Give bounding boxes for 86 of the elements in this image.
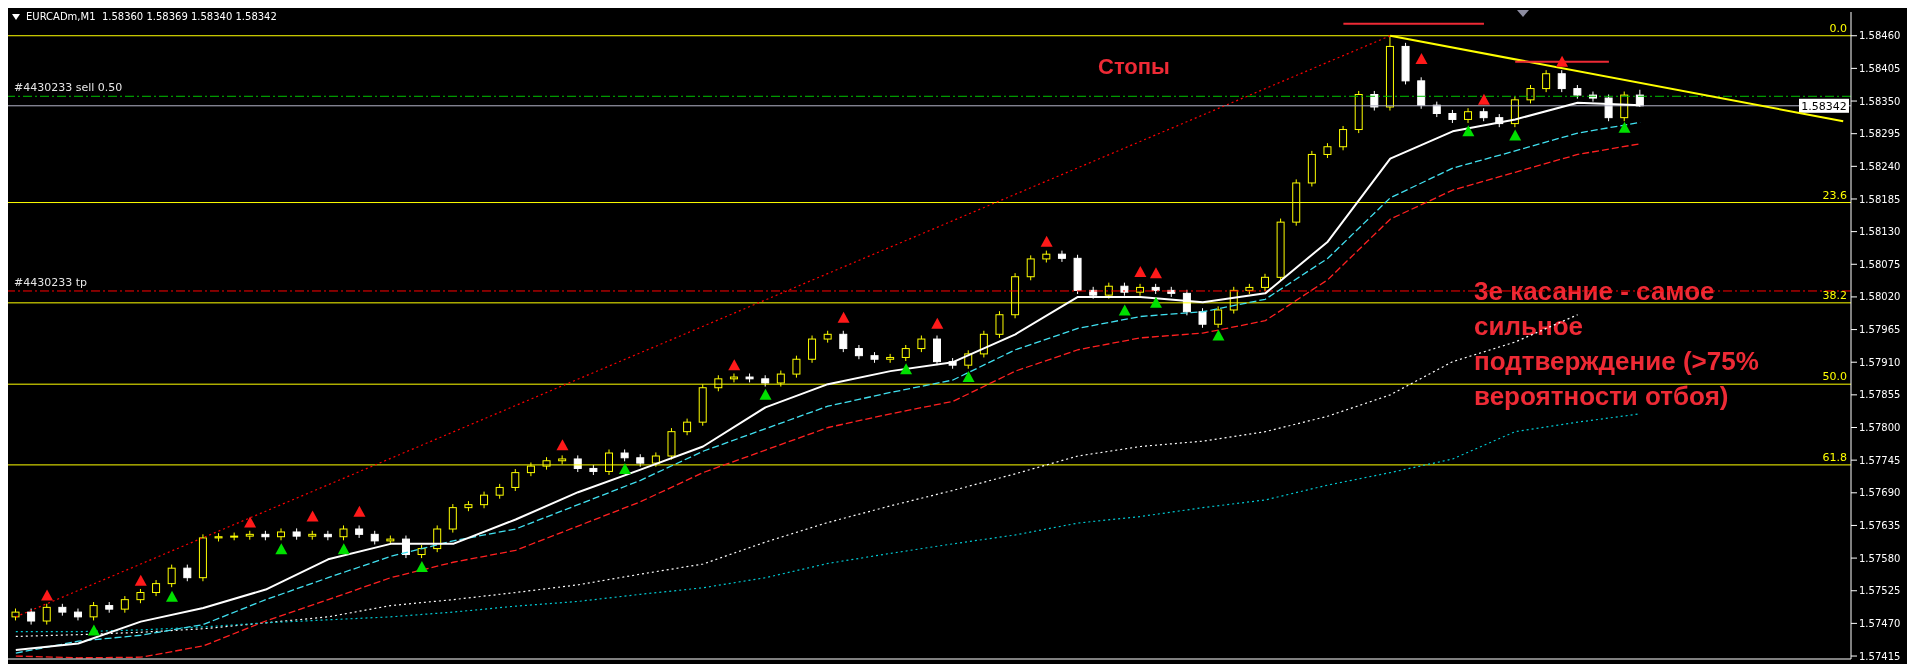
point xyxy=(837,311,850,323)
y-tick-label: 1.58075 xyxy=(1859,258,1901,270)
candlestick xyxy=(323,530,332,541)
y-tick-label: 1.57965 xyxy=(1859,324,1901,336)
ref-line-label: #4430233 tp xyxy=(14,275,88,289)
candlestick xyxy=(1136,283,1145,297)
point xyxy=(244,516,257,528)
annotation: 38.2 xyxy=(1822,288,1847,302)
y-tick-label: 1.57525 xyxy=(1859,585,1901,597)
y-tick-label: 1.57910 xyxy=(1859,356,1901,368)
point xyxy=(1149,296,1162,308)
candlestick xyxy=(1526,84,1535,104)
candlestick xyxy=(42,603,51,626)
point xyxy=(1509,129,1522,141)
candlestick xyxy=(995,310,1004,339)
candlestick xyxy=(1339,125,1348,151)
y-tick-label: 1.57635 xyxy=(1859,519,1901,531)
annotation: 61.8 xyxy=(1822,450,1847,464)
line-series xyxy=(15,413,1641,633)
chart-title: EURCADm,M1 1.58360 1.58369 1.58340 1.58342 xyxy=(26,11,277,22)
point xyxy=(1212,329,1225,341)
point xyxy=(1118,304,1131,316)
point xyxy=(900,363,913,375)
point xyxy=(1618,121,1631,133)
candlestick xyxy=(792,355,801,379)
candlestick xyxy=(933,335,941,366)
point xyxy=(962,371,975,383)
candlestick xyxy=(979,330,988,358)
point xyxy=(306,510,319,522)
annotation: Стопы xyxy=(1098,53,1171,81)
candlestick xyxy=(1214,305,1223,329)
point xyxy=(134,574,147,586)
y-tick-label: 1.57690 xyxy=(1859,487,1901,499)
candlestick xyxy=(1557,69,1566,93)
point xyxy=(415,561,428,572)
point xyxy=(1040,235,1053,247)
candlestick xyxy=(1026,254,1035,281)
candlestick xyxy=(1198,307,1207,329)
point xyxy=(353,505,366,517)
candlestick xyxy=(355,524,364,539)
point xyxy=(337,543,350,555)
point xyxy=(41,589,54,601)
point xyxy=(618,463,631,475)
candlestick xyxy=(886,353,895,364)
ref-line-label: #4430233 sell 0.50 xyxy=(14,81,123,95)
candlestick xyxy=(839,330,848,353)
point xyxy=(556,439,569,451)
annotation: 23.6 xyxy=(1822,188,1847,202)
y-tick-label: 1.57415 xyxy=(1859,650,1901,662)
point xyxy=(728,359,741,371)
annotation: 0.0 xyxy=(1829,21,1847,35)
y-tick-label: 1.57800 xyxy=(1859,422,1901,434)
point xyxy=(1134,265,1147,277)
y-tick-label: 1.58405 xyxy=(1859,62,1901,74)
point xyxy=(1415,52,1428,64)
candlestick xyxy=(277,527,286,541)
annotation: 50.0 xyxy=(1822,370,1847,384)
y-tick-label: 1.58240 xyxy=(1859,160,1901,172)
candlestick xyxy=(89,601,98,621)
point xyxy=(1462,125,1475,137)
y-tick-label: 1.58350 xyxy=(1859,95,1901,107)
y-tick-label: 1.57855 xyxy=(1859,389,1901,401)
y-tick-label: 1.57745 xyxy=(1859,454,1901,466)
candlestick xyxy=(729,372,738,383)
y-tick-label: 1.58020 xyxy=(1859,291,1901,303)
y-tick-label: 1.58460 xyxy=(1859,30,1901,42)
point xyxy=(275,543,288,555)
candlestick xyxy=(511,468,520,492)
y-tick-label: 1.58185 xyxy=(1859,193,1901,205)
candlestick xyxy=(448,503,457,534)
point xyxy=(1149,267,1162,279)
candlestick xyxy=(167,564,176,588)
y-tick-label: 1.58130 xyxy=(1859,226,1901,238)
candlestick xyxy=(808,335,817,364)
y-tick-label: 1.58295 xyxy=(1859,128,1901,140)
y-tick-label: 1.57470 xyxy=(1859,617,1901,629)
ref-line-label: 1.58342 xyxy=(1801,99,1847,113)
point xyxy=(1556,55,1569,67)
point xyxy=(759,388,772,400)
point xyxy=(1477,93,1490,105)
point xyxy=(166,590,178,602)
point xyxy=(931,317,944,329)
candlestick xyxy=(1542,69,1551,93)
candlestick xyxy=(1057,250,1066,263)
point xyxy=(87,624,100,636)
y-tick-label: 1.57580 xyxy=(1859,552,1901,564)
